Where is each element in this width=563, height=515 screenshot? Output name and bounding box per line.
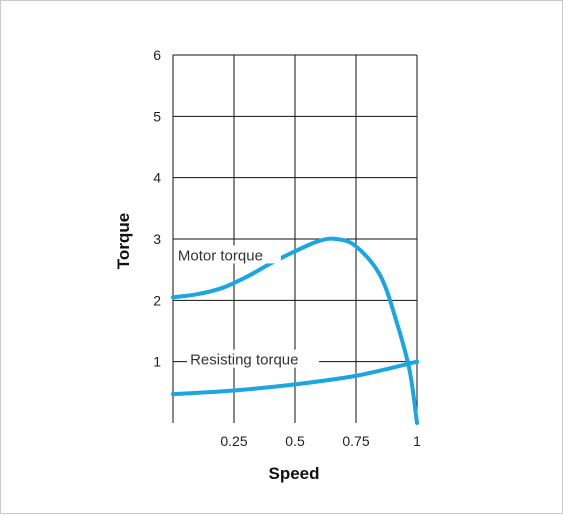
chart-curves bbox=[171, 236, 419, 425]
y-tick-label: 3 bbox=[153, 231, 161, 247]
motor-torque-label: Motor torque bbox=[178, 247, 263, 264]
y-tick-label: 6 bbox=[153, 47, 161, 63]
y-tick-label: 2 bbox=[153, 292, 161, 308]
motor-torque-line bbox=[171, 236, 419, 425]
x-tick-label: 0.25 bbox=[220, 433, 247, 449]
resisting-torque-label: Resisting torque bbox=[190, 352, 298, 369]
motor-torque-label-bg bbox=[174, 245, 281, 264]
x-tick-label: 0.5 bbox=[285, 433, 305, 449]
x-tick-label: 1 bbox=[413, 433, 421, 449]
curve-labels: Motor torque Resisting torque bbox=[174, 245, 320, 369]
resisting-torque-line bbox=[171, 359, 419, 397]
y-axis-title: Torque bbox=[114, 213, 133, 269]
x-tick-label: 0.75 bbox=[342, 433, 369, 449]
y-tick-label: 5 bbox=[153, 108, 161, 124]
y-tick-label: 1 bbox=[153, 354, 161, 370]
x-axis-title: Speed bbox=[268, 464, 319, 483]
axis-ticks: 0.25 0.5 0.75 1 1 2 3 4 5 6 bbox=[153, 47, 421, 449]
y-tick-label: 4 bbox=[153, 170, 161, 186]
resisting-torque-label-bg bbox=[187, 349, 320, 368]
